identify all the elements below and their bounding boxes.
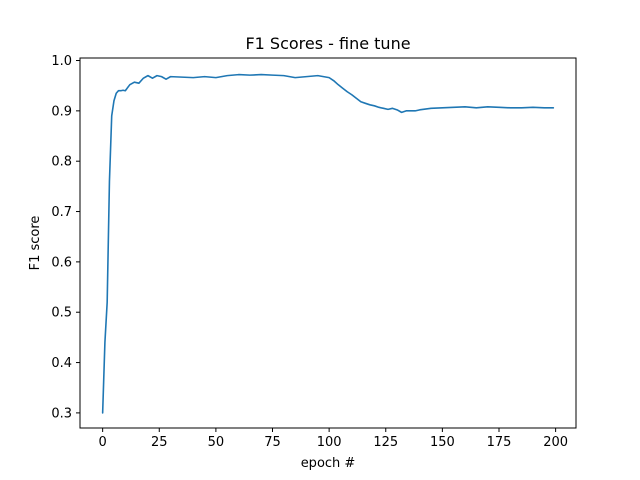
x-axis: 0 25 50 75 100 125 150 175 200	[99, 428, 568, 450]
y-tick-label: 1.0	[51, 54, 72, 69]
x-tick-label: 0	[99, 435, 107, 450]
x-tick-label: 175	[487, 435, 512, 450]
x-tick-label: 50	[208, 435, 225, 450]
f1-score-line	[101, 73, 555, 414]
y-tick-label: 0.8	[51, 155, 72, 170]
x-tick-label: 75	[264, 435, 281, 450]
y-axis: 0.3 0.4 0.5 0.6 0.7 0.8 0.9 1.0	[51, 54, 80, 421]
x-tick-label: 125	[373, 435, 398, 450]
x-axis-label: epoch #	[301, 456, 356, 471]
y-axis-label: F1 score	[28, 216, 43, 271]
axes-frame	[79, 57, 577, 429]
y-tick-label: 0.6	[51, 255, 72, 270]
chart-title: F1 Scores - fine tune	[245, 34, 410, 53]
y-tick-label: 0.4	[51, 356, 72, 371]
x-tick-label: 150	[430, 435, 455, 450]
y-tick-label: 0.5	[51, 306, 72, 321]
x-tick-label: 100	[317, 435, 342, 450]
y-tick-label: 0.7	[51, 205, 72, 220]
x-tick-label: 25	[151, 435, 168, 450]
plot-area	[101, 73, 555, 414]
x-tick-label: 200	[543, 435, 568, 450]
y-tick-label: 0.3	[51, 406, 72, 421]
y-tick-label: 0.9	[51, 104, 72, 119]
